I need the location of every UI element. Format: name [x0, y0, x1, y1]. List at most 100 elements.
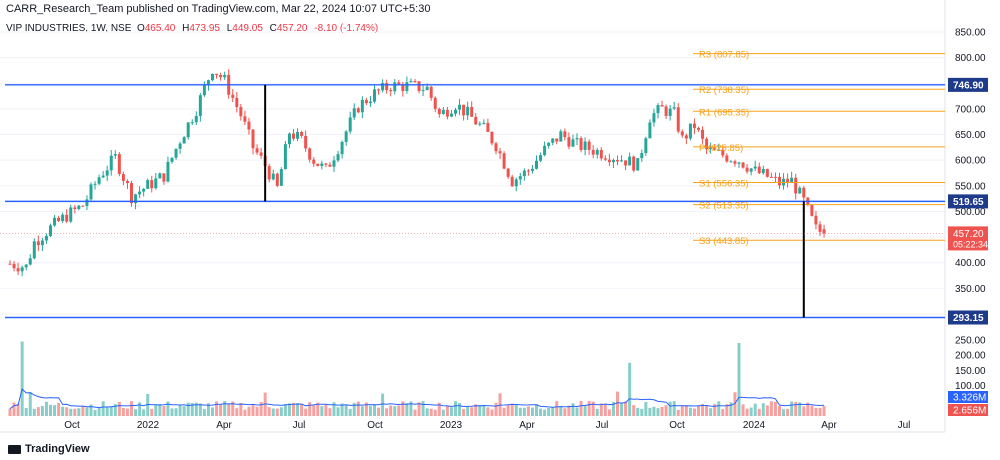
volume-bar [166, 401, 170, 416]
volume-bar [587, 400, 591, 416]
volume-bar [162, 406, 166, 416]
volume-bar [259, 402, 263, 416]
candle-body [332, 160, 336, 167]
candle-body [486, 122, 490, 132]
volume-bar [567, 405, 571, 416]
time-tick-label: Apr [216, 420, 232, 431]
candle-body [142, 188, 146, 192]
volume-bar [745, 408, 749, 416]
candle-body [292, 133, 295, 139]
candle-body [36, 241, 40, 246]
volume-bar [389, 405, 393, 416]
candle-body [174, 148, 178, 158]
volume-bar [97, 407, 101, 416]
volume-bar [757, 408, 761, 416]
candle-body [753, 166, 757, 169]
volume-bar [506, 404, 510, 416]
candle-body [571, 139, 575, 147]
volume-bar [247, 406, 251, 416]
low-label: L [226, 23, 233, 34]
volume-bar [109, 406, 113, 416]
volume-bar [555, 401, 559, 416]
volume-bar [182, 406, 186, 416]
volume-bar [462, 409, 466, 416]
candle-body [198, 95, 202, 116]
candle-body [794, 177, 798, 194]
open-value: 465.40 [144, 23, 176, 34]
volume-bar [717, 401, 721, 416]
volume-bar [146, 393, 150, 416]
candle-body [648, 122, 652, 139]
price-tick-label: 500.00 [955, 207, 986, 218]
volume-bar [713, 404, 717, 416]
candle-body [628, 156, 632, 166]
pivot-label: R3 (807.85) [699, 50, 749, 61]
candle-body [53, 217, 57, 226]
candle-body [733, 161, 737, 164]
volume-bar [279, 407, 283, 416]
volume-bar [12, 402, 16, 416]
volume-bar [765, 405, 769, 416]
time-tick-label: Jul [293, 420, 306, 431]
candle-body [340, 141, 344, 155]
volume-bar [36, 407, 40, 416]
candle-body [514, 179, 518, 187]
publish-info: CARR_Research_Team published on TradingV… [6, 3, 431, 15]
time-tick-label: Oct [669, 420, 685, 431]
volume-bar [405, 403, 409, 416]
volume-bar [761, 403, 765, 416]
volume-bar [782, 409, 786, 416]
volume-bar [543, 409, 547, 416]
volume-bar [628, 362, 632, 416]
volume-bar [328, 408, 332, 416]
level-price-tag [948, 310, 988, 325]
volume-bar [324, 404, 328, 416]
volume-bar [113, 403, 117, 416]
volume-bar [32, 408, 36, 416]
candle-body [170, 157, 174, 162]
candle-body [705, 138, 709, 150]
volume-bar [275, 408, 279, 416]
volume-bar [486, 407, 490, 416]
time-tick-label: Jul [596, 420, 609, 431]
candle-body [409, 81, 413, 83]
volume-bar [401, 401, 405, 416]
candle-body [223, 74, 227, 78]
candle-body [356, 108, 360, 113]
candle-body [287, 133, 291, 145]
volume-bar [778, 405, 781, 416]
candle-body [692, 123, 696, 128]
volume-bar [417, 402, 421, 416]
candle-body [405, 82, 409, 91]
pivot-label: R1 (695.35) [699, 107, 749, 118]
volume-bar [101, 401, 105, 416]
candle-body [130, 183, 133, 204]
volume-bar [296, 403, 300, 416]
candle-body [275, 173, 279, 186]
candle-body [85, 199, 89, 207]
tradingview-logo-icon [8, 444, 21, 454]
candle-body [397, 82, 401, 85]
volume-bar [705, 405, 709, 416]
candle-body [328, 164, 332, 167]
volume-bar [364, 402, 368, 416]
volume-bar [616, 391, 619, 416]
volume-bar [409, 401, 413, 416]
volume-bar [186, 402, 190, 416]
candle-body [636, 158, 640, 171]
candle-body [818, 224, 822, 232]
candle-body [741, 162, 745, 168]
volume-bar [93, 409, 97, 416]
candle-body [555, 138, 559, 142]
volume-bar [40, 405, 44, 416]
volume-bar [725, 404, 729, 416]
volume-bar [105, 406, 109, 416]
candle-body [786, 178, 790, 184]
candle-body [247, 121, 251, 130]
volume-bar [69, 408, 73, 416]
volume-bar [559, 405, 563, 416]
volume-bar [267, 407, 271, 416]
candle-body [607, 159, 611, 163]
candle-body [672, 107, 676, 109]
